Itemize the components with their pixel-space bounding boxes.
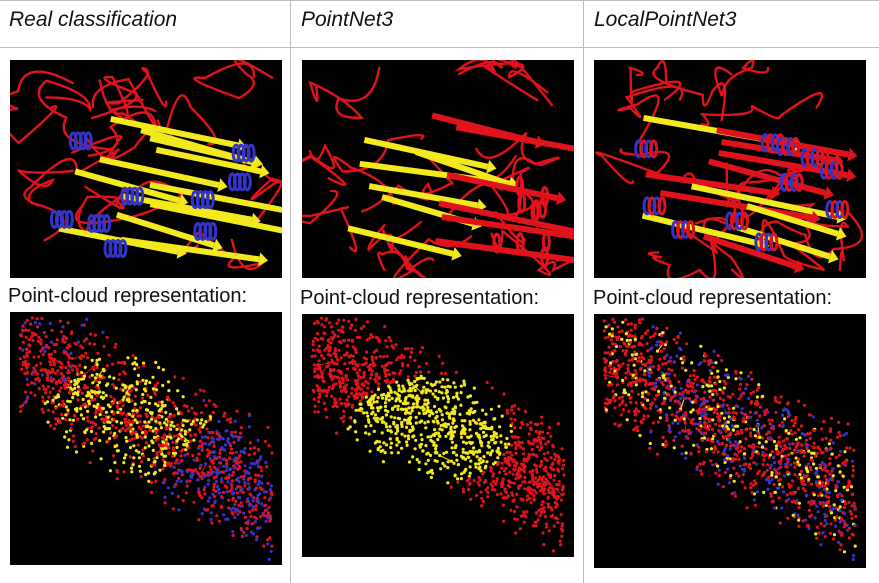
ribbon-image-real — [10, 60, 282, 278]
column-header-pointnet3: PointNet3 — [301, 8, 393, 32]
pointcloud-figure-localpointnet3 — [594, 314, 866, 568]
caption-real: Point-cloud representation: — [8, 285, 247, 308]
ribbon-figure-localpointnet3 — [594, 60, 866, 278]
column-divider-1 — [290, 1, 291, 583]
ribbon-image-localpointnet3 — [594, 60, 866, 278]
column-header-real: Real classification — [9, 8, 177, 32]
header-divider — [0, 47, 879, 48]
pointcloud-figure-pointnet3 — [302, 314, 574, 557]
caption-pointnet3: Point-cloud representation: — [300, 287, 539, 310]
pointcloud-image-pointnet3 — [302, 314, 574, 557]
ribbon-figure-pointnet3 — [302, 60, 574, 278]
ribbon-figure-real — [10, 60, 282, 278]
pointcloud-image-real — [10, 312, 282, 565]
ribbon-image-pointnet3 — [302, 60, 574, 278]
column-divider-2 — [583, 1, 584, 583]
caption-localpointnet3: Point-cloud representation: — [593, 287, 832, 310]
column-header-localpointnet3: LocalPointNet3 — [594, 8, 736, 32]
pointcloud-figure-real — [10, 312, 282, 565]
pointcloud-image-localpointnet3 — [594, 314, 866, 568]
